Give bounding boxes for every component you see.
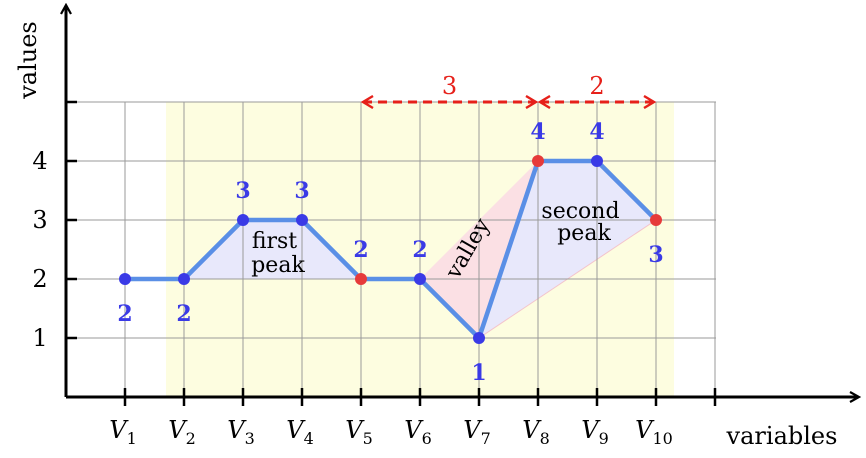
- x-tick-marks: [123, 388, 717, 406]
- point-value-label: 3: [235, 178, 250, 204]
- y-tick-marks: [66, 100, 77, 340]
- data-points: [119, 155, 662, 344]
- data-point: [119, 273, 131, 285]
- data-point-highlight: [355, 273, 367, 285]
- second-peak-label: second peak: [541, 199, 626, 246]
- point-value-label: 2: [412, 237, 427, 263]
- data-point: [414, 273, 426, 285]
- x-tick-label: V10: [635, 416, 673, 448]
- x-tick-label: V9: [581, 416, 609, 448]
- data-point: [178, 273, 190, 285]
- y-axis-label: values: [14, 21, 42, 100]
- first-peak-line-2: peak: [251, 253, 305, 278]
- data-point: [296, 214, 308, 226]
- point-labels: 2 2 3 3 2 2 1 4 4 3: [117, 119, 663, 386]
- y-tick-label: 3: [32, 206, 47, 234]
- point-value-label: 4: [589, 119, 604, 145]
- x-tick-label: V8: [522, 416, 550, 448]
- point-value-label: 2: [117, 301, 132, 327]
- x-tick-label: V1: [109, 416, 137, 448]
- first-peak-label: first peak: [251, 229, 305, 278]
- x-tick-label: V5: [345, 416, 373, 448]
- x-tick-label: V7: [463, 416, 491, 448]
- point-value-label: 2: [176, 301, 191, 327]
- y-tick-label: 1: [32, 324, 47, 352]
- second-peak-line-2: peak: [557, 221, 611, 246]
- x-tick-label: V2: [168, 416, 196, 448]
- point-value-label: 3: [648, 242, 663, 268]
- x-axis: variables: [66, 388, 858, 450]
- data-point: [237, 214, 249, 226]
- series-line: [125, 158, 658, 341]
- span-label: 3: [442, 72, 457, 100]
- x-tick-labels: V1 V2 V3 V4 V5 V6 V7 V8 V9 V10: [109, 416, 673, 448]
- x-axis-label: variables: [726, 422, 838, 450]
- point-value-label: 3: [294, 178, 309, 204]
- point-value-label: 4: [530, 119, 545, 145]
- data-point: [473, 332, 485, 344]
- y-tick-label: 2: [32, 265, 47, 293]
- span-label: 2: [589, 72, 604, 100]
- x-tick-label: V4: [286, 416, 314, 448]
- data-point-highlight: [532, 155, 544, 167]
- point-value-label: 1: [471, 360, 486, 386]
- y-tick-label: 4: [32, 147, 47, 175]
- second-peak-line-1: second: [541, 199, 619, 224]
- data-point: [591, 155, 603, 167]
- x-tick-label: V3: [227, 416, 255, 448]
- y-axis: values: [14, 6, 77, 397]
- y-tick-labels: 1 2 3 4: [32, 147, 47, 352]
- x-tick-label: V6: [404, 416, 432, 448]
- data-point-highlight: [650, 214, 662, 226]
- point-value-label: 2: [353, 237, 368, 263]
- first-peak-line-1: first: [252, 229, 297, 254]
